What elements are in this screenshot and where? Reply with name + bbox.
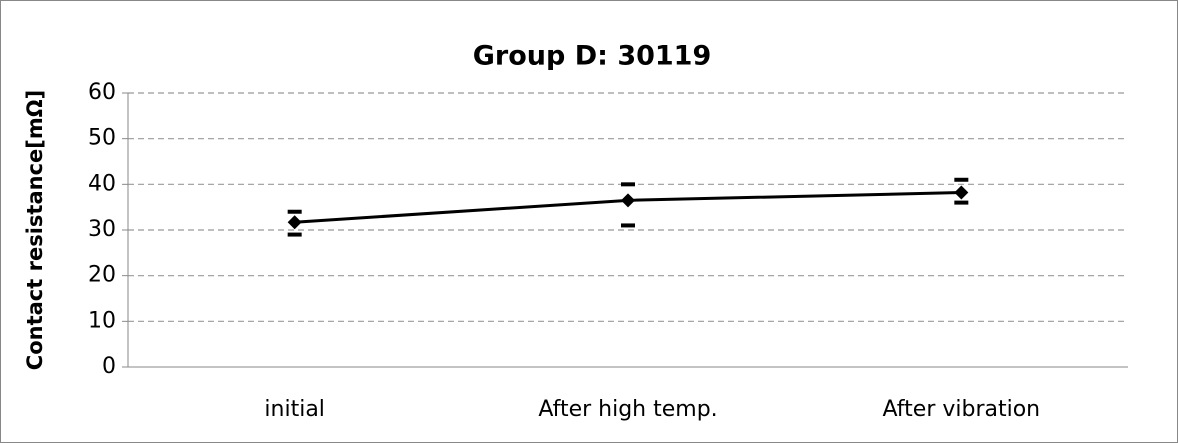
marker — [954, 185, 969, 200]
marker — [287, 215, 302, 230]
y-tick-label: 0 — [102, 354, 116, 379]
x-tick-label: After high temp. — [538, 397, 717, 422]
x-tick-label: After vibration — [883, 397, 1041, 422]
y-tick-label: 40 — [88, 171, 116, 196]
y-tick-label: 30 — [88, 217, 116, 242]
y-tick-label: 50 — [88, 126, 116, 151]
marker — [621, 193, 635, 208]
y-tick-label: 20 — [88, 263, 116, 288]
x-tick-label: initial — [264, 397, 325, 422]
y-tick-label: 60 — [88, 80, 116, 105]
y-axis-label: Contact resistance[mΩ] — [23, 90, 47, 370]
chart-title: Group D: 30119 — [473, 41, 712, 72]
y-tick-label: 10 — [88, 308, 116, 333]
